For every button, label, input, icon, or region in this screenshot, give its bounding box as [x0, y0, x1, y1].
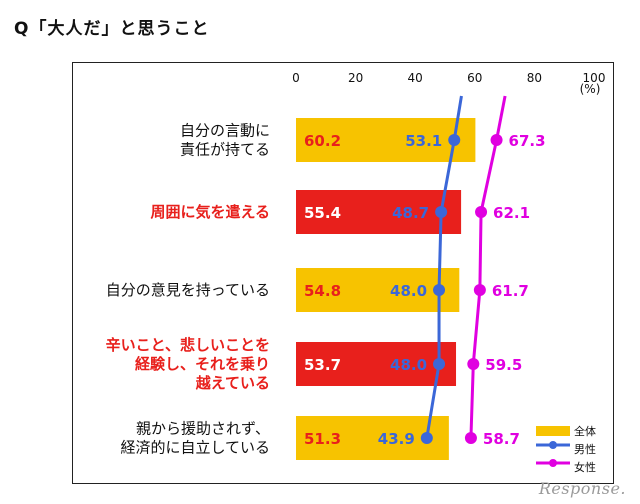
- x-tick-label: 100: [583, 71, 606, 85]
- male-value-label: 53.1: [405, 132, 442, 150]
- category-label: 責任が持てる: [180, 141, 270, 159]
- x-tick-label: 60: [467, 71, 482, 85]
- male-series-point: [448, 134, 461, 146]
- female-value-label: 58.7: [483, 430, 520, 448]
- female-series-line: [469, 95, 507, 439]
- legend-label: 男性: [574, 442, 596, 456]
- legend-label: 女性: [574, 460, 596, 474]
- overall-value-label: 53.7: [304, 356, 341, 374]
- legend-marker-female: [549, 459, 557, 467]
- female-series-point: [464, 432, 477, 444]
- gender-lines: [420, 95, 507, 444]
- female-value-label: 67.3: [509, 132, 546, 150]
- overall-value-label: 54.8: [304, 282, 341, 300]
- x-axis-unit: (%): [580, 82, 601, 96]
- category-labels: 自分の言動に責任が持てる周囲に気を遣える自分の意見を持っている辛いこと、悲しいこ…: [106, 122, 270, 457]
- category-label: 経済的に自立している: [120, 439, 270, 457]
- legend-label: 全体: [574, 424, 596, 438]
- overall-value-label: 60.2: [304, 132, 341, 150]
- male-series-line: [425, 95, 463, 439]
- x-tick-label: 40: [408, 71, 423, 85]
- male-series-point: [435, 206, 448, 218]
- x-tick-label: 0: [292, 71, 300, 85]
- overall-bars: [296, 118, 476, 460]
- female-series-point: [473, 284, 486, 296]
- category-label: 周囲に気を遣える: [150, 203, 270, 221]
- legend-swatch-overall: [536, 426, 570, 436]
- male-value-label: 48.7: [392, 204, 429, 222]
- category-label: 越えている: [195, 374, 270, 392]
- male-series-point: [433, 284, 446, 296]
- chart-frame: [72, 62, 614, 484]
- overall-bar: [296, 268, 460, 312]
- female-series-point: [490, 134, 503, 146]
- female-value-label: 62.1: [493, 204, 530, 222]
- category-label: 自分の意見を持っている: [106, 281, 270, 299]
- female-series-point: [475, 206, 488, 218]
- page-title: Q「大人だ」と思うこと: [14, 19, 210, 39]
- female-value-label: 59.5: [485, 356, 522, 374]
- category-label: 経験し、それを乗り: [135, 355, 270, 373]
- male-value-label: 48.0: [390, 282, 427, 300]
- value-labels: 60.2 55.4 54.8 53.7 51.3 53.1 48.7 48.0 48.0 43.9…: [304, 132, 546, 448]
- x-axis-ticks: 0 20 40 60 80 100(%): [292, 71, 605, 96]
- overall-value-label: 51.3: [304, 430, 341, 448]
- legend-marker-male: [549, 441, 557, 449]
- female-series-point: [467, 358, 480, 370]
- category-label: 辛いこと、悲しいことを: [106, 336, 270, 354]
- male-series-point: [420, 432, 433, 444]
- male-value-label: 48.0: [390, 356, 427, 374]
- male-value-label: 43.9: [378, 430, 415, 448]
- watermark-logo: Response.: [538, 479, 626, 498]
- category-label: 親から援助されず、: [136, 420, 270, 438]
- male-series-point: [433, 358, 446, 370]
- x-tick-label: 80: [527, 71, 542, 85]
- overall-bar: [296, 118, 476, 162]
- female-value-label: 61.7: [492, 282, 529, 300]
- category-label: 自分の言動に: [180, 122, 270, 140]
- x-tick-label: 20: [348, 71, 363, 85]
- overall-bar: [296, 342, 457, 386]
- overall-bar: [296, 190, 462, 234]
- overall-value-label: 55.4: [304, 204, 341, 222]
